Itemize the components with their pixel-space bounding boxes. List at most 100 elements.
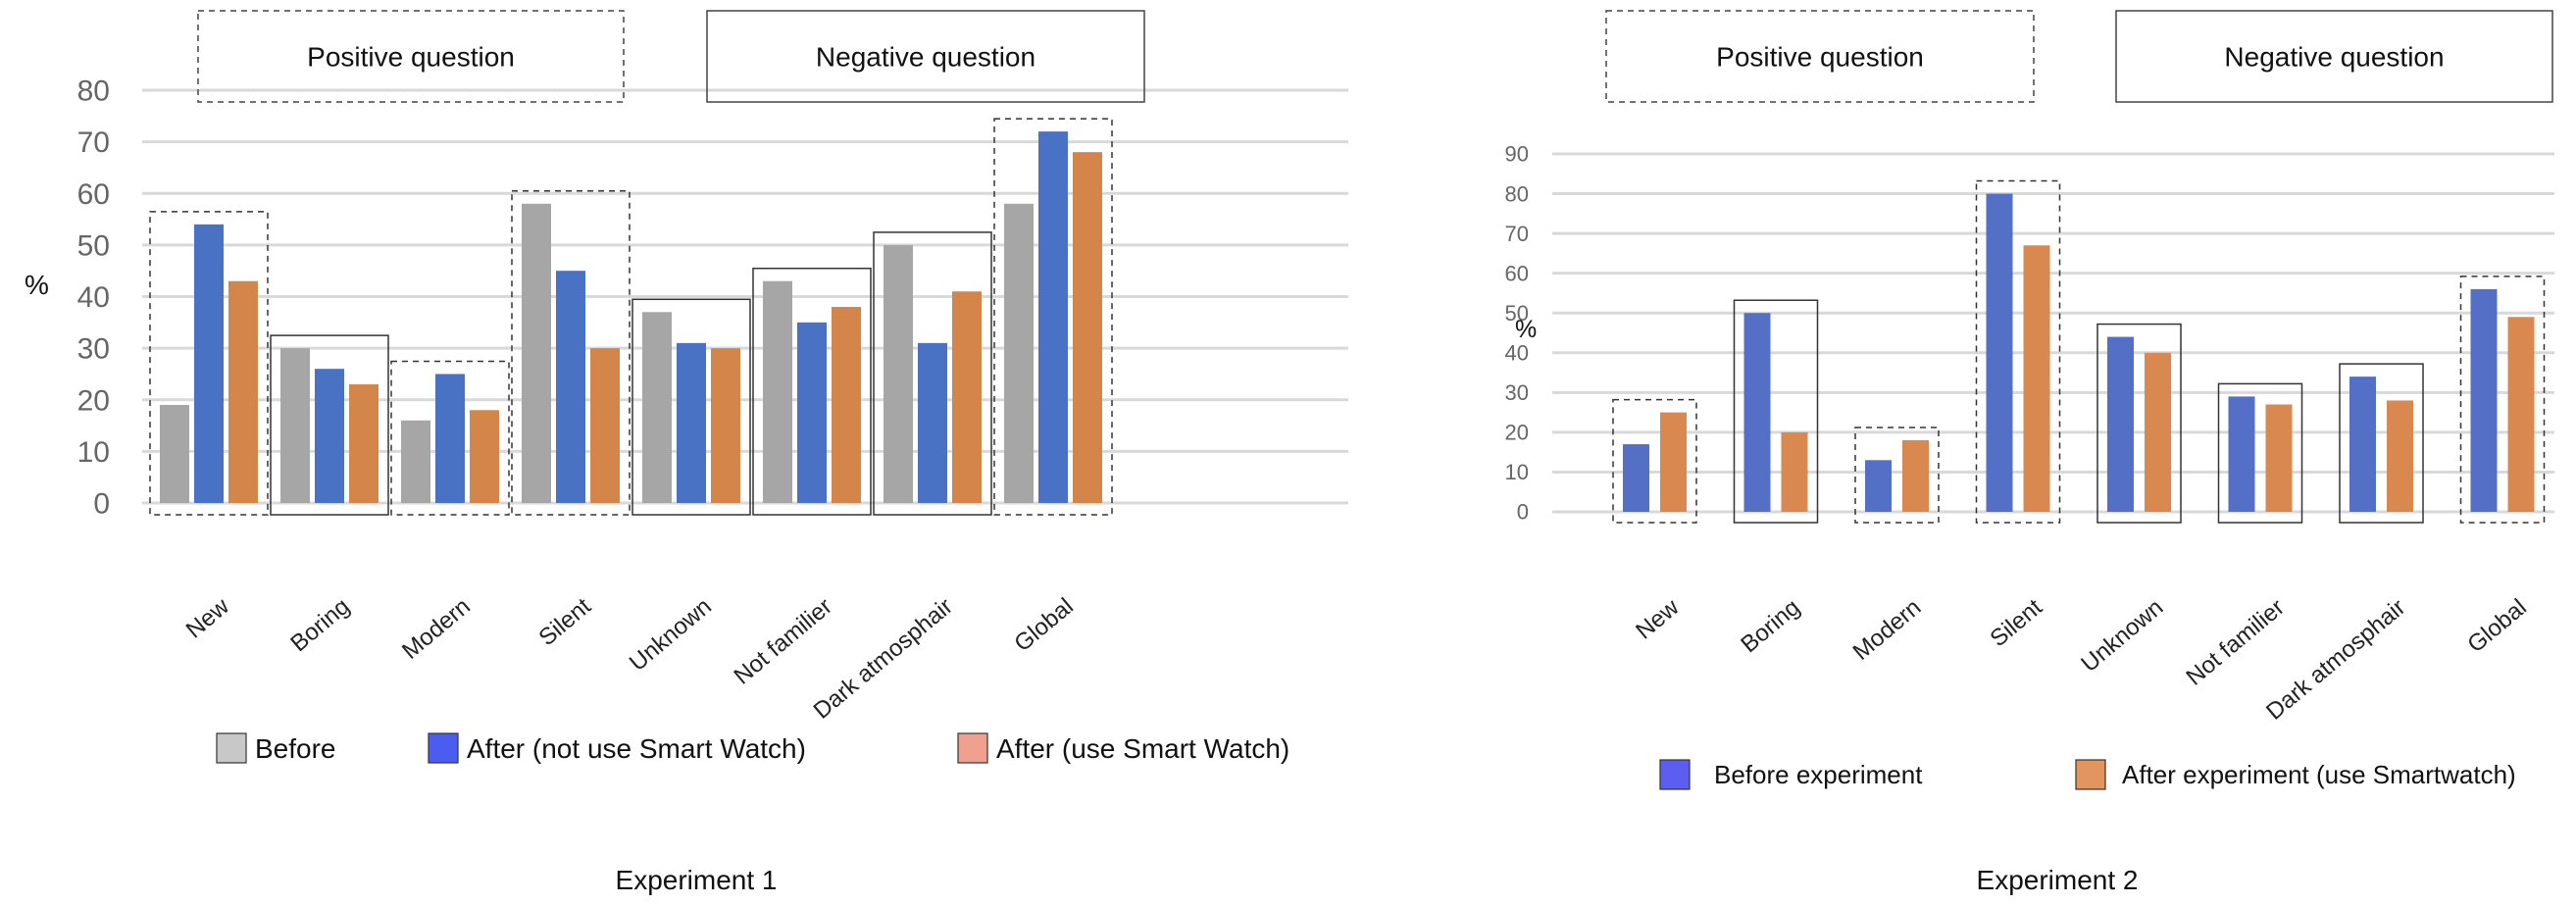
legend-swatch <box>2075 759 2106 790</box>
bar-boring-series-2 <box>1781 431 1808 512</box>
bar-new-series-3 <box>228 280 258 503</box>
negative-category-frame <box>2217 382 2303 524</box>
bar-new-series-1 <box>160 405 189 503</box>
y-tick-label: 0 <box>93 488 110 521</box>
bar-global-series-2 <box>2507 317 2535 512</box>
positive-question-label: Positive question <box>1716 41 1924 72</box>
bar-unknown-series-2 <box>677 342 706 503</box>
y-tick-label: 80 <box>77 75 110 108</box>
category-label: Global <box>1009 593 1078 657</box>
legend-swatch <box>428 732 459 764</box>
y-tick-label: 20 <box>77 384 110 417</box>
category-label: New <box>1631 593 1685 644</box>
y-tick-label: 50 <box>77 229 110 262</box>
y-tick-label: 90 <box>1505 142 1529 167</box>
negative-question-label: Negative question <box>2224 41 2444 72</box>
category-label: Boring <box>285 593 354 657</box>
y-tick-label: 70 <box>77 126 110 159</box>
negative-category-frame <box>2339 363 2424 524</box>
bar-boring-series-2 <box>315 369 344 503</box>
category-label: Modern <box>1848 594 1927 666</box>
positive-category-frame <box>511 190 631 516</box>
bar-boring-series-1 <box>280 348 310 503</box>
bar-modern-series-1 <box>401 420 430 503</box>
bar-not-familier-series-3 <box>832 307 861 503</box>
bar-boring-series-3 <box>349 383 379 503</box>
y-tick-label: 0 <box>1517 500 1529 525</box>
bar-silent-series-2 <box>556 271 585 503</box>
bar-dark-atmosphair-series-2 <box>2387 400 2413 512</box>
chart-experiment-2: 0 10 20 30 40 50 60 70 80 90% Positive question Neg… <box>1505 10 2554 895</box>
bar-unknown-series-1 <box>642 312 672 503</box>
bar-silent-series-1 <box>1986 193 2013 513</box>
bar-dark-atmosphair-series-1 <box>2349 377 2376 512</box>
y-tick-label: 10 <box>77 436 110 469</box>
y-axis-label: % <box>1515 316 1537 343</box>
bar-boring-series-1 <box>1743 313 1771 512</box>
y-axis-label: % <box>25 270 49 300</box>
y-tick-label: 20 <box>1505 421 1529 445</box>
legend-label: After (use Smart Watch) <box>996 733 1289 764</box>
y-tick-label: 60 <box>77 178 110 211</box>
bar-new-series-1 <box>1623 444 1649 512</box>
y-tick-label: 40 <box>77 281 110 314</box>
bar-global-series-1 <box>1004 203 1034 503</box>
bar-global-series-3 <box>1073 152 1102 503</box>
bar-silent-series-3 <box>590 348 620 503</box>
category-label: Unknown <box>2076 594 2168 678</box>
category-label: Modern <box>397 593 476 665</box>
bar-not-familier-series-1 <box>2228 396 2255 512</box>
category-label: Not familier <box>2182 594 2290 691</box>
chart-title: Experiment 1 <box>616 865 778 895</box>
positive-category-frame <box>149 211 269 516</box>
negative-category-frame <box>1733 299 1819 524</box>
category-label: New <box>181 592 235 643</box>
bar-global-series-2 <box>1038 131 1068 503</box>
positive-category-frame <box>390 360 510 516</box>
negative-category-frame <box>752 267 872 516</box>
category-label: Global <box>2462 594 2531 658</box>
y-tick-label: 80 <box>1505 181 1529 206</box>
positive-category-frame <box>993 118 1113 516</box>
legend-label: Before experiment <box>1714 760 1923 789</box>
bar-dark-atmosphair-series-1 <box>884 244 913 503</box>
chart-experiment-1: 0 10 20 30 40 50 60 70 80% Positive question Negat… <box>25 10 1348 895</box>
positive-category-frame <box>1612 398 1697 524</box>
category-label: Not familier <box>730 593 837 690</box>
legend-swatch <box>1659 759 1691 790</box>
bar-not-familier-series-1 <box>763 280 792 503</box>
bar-unknown-series-1 <box>2107 336 2134 512</box>
bar-not-familier-series-2 <box>2265 404 2293 512</box>
y-tick-label: 30 <box>77 333 110 366</box>
positive-category-frame <box>1854 427 1940 524</box>
negative-question-box <box>2115 10 2553 103</box>
category-label: Silent <box>534 593 597 651</box>
y-tick-label: 60 <box>1505 261 1529 285</box>
bar-silent-series-2 <box>2023 245 2050 512</box>
legend-label: After (not use Smart Watch) <box>467 733 806 764</box>
positive-question-label: Positive question <box>307 41 515 72</box>
y-tick-label: 10 <box>1505 460 1529 484</box>
category-label: Unknown <box>625 593 717 677</box>
bar-modern-series-3 <box>470 410 499 503</box>
bar-new-series-2 <box>194 224 224 503</box>
bar-dark-atmosphair-series-2 <box>918 342 947 503</box>
negative-category-frame <box>631 298 751 516</box>
legend-swatch <box>957 732 988 764</box>
bar-dark-atmosphair-series-3 <box>952 291 982 503</box>
negative-category-frame <box>873 231 992 516</box>
y-tick-label: 40 <box>1505 340 1529 365</box>
positive-category-frame <box>1975 179 2061 524</box>
positive-category-frame <box>2459 276 2546 524</box>
bar-global-series-1 <box>2470 288 2498 512</box>
y-tick-label: 50 <box>1505 301 1529 326</box>
bar-new-series-2 <box>1660 412 1687 512</box>
bar-not-familier-series-2 <box>797 322 827 503</box>
category-label: Silent <box>1986 594 2048 652</box>
bar-modern-series-1 <box>1865 460 1892 512</box>
bar-modern-series-2 <box>1902 440 1929 512</box>
bar-unknown-series-3 <box>711 348 740 503</box>
chart-title: Experiment 2 <box>1977 865 2139 895</box>
negative-category-frame <box>270 334 389 516</box>
